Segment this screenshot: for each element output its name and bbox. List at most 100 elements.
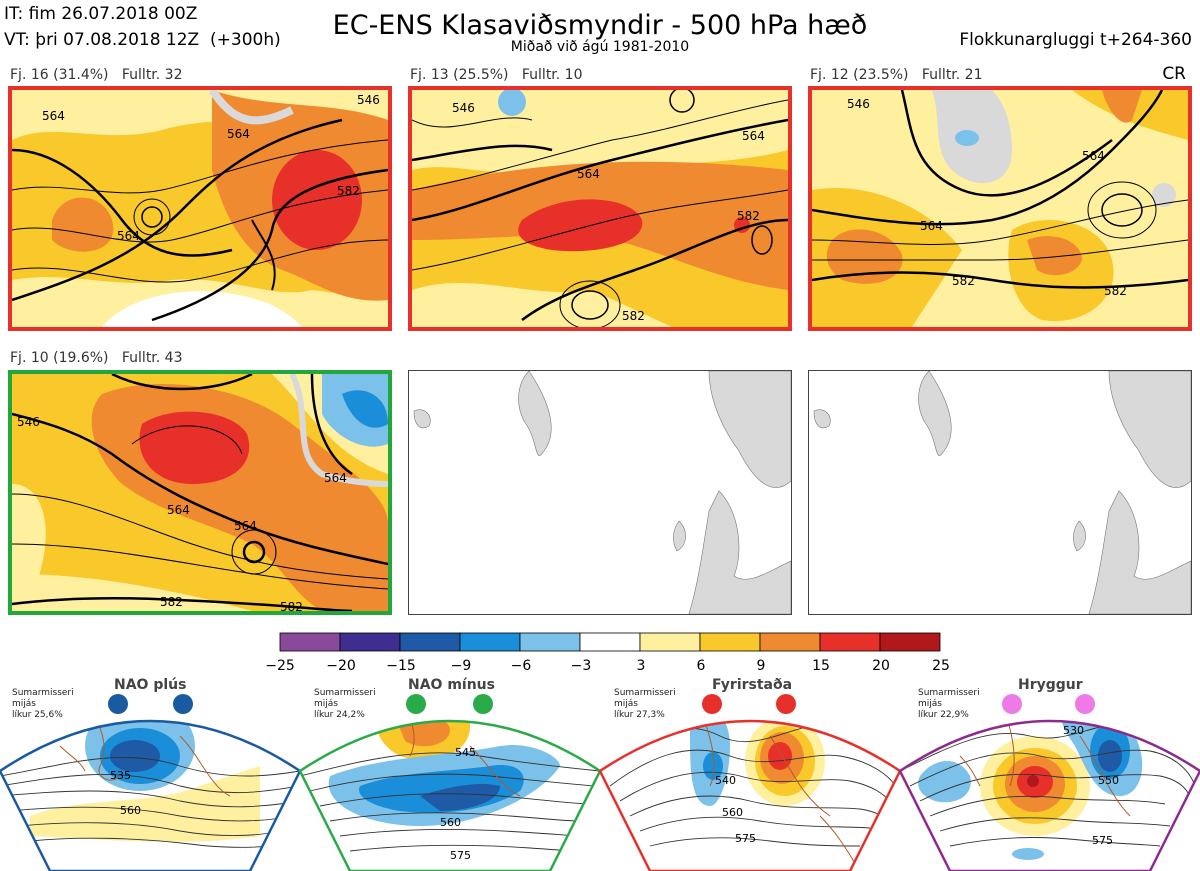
p3-contour-label-5: 582 [1104, 284, 1127, 298]
colorbar-swatch [699, 632, 761, 652]
regime-4-title: Hryggur [1018, 677, 1083, 693]
valid-time: VT: þri 07.08.2018 12Z (+300h) [4, 32, 281, 49]
regime-2-info: Sumarmisseri mijás líkur 24,2% [314, 688, 376, 721]
p2-contour-label-2: 564 [577, 167, 600, 181]
init-time: IT: fim 26.07.2018 00Z [4, 4, 198, 24]
colorbar-swatch [339, 632, 401, 652]
cbar-tick-1: −25 [265, 658, 295, 674]
panel-4-label: Fj. 10 (19.6%) Fulltr. 43 [10, 351, 183, 365]
p2-contour-label-5: 564 [742, 129, 765, 143]
cbar-tick-2: −20 [326, 658, 356, 674]
lead-time: (+300h) [210, 30, 281, 50]
cbar-tick-6: −3 [571, 658, 592, 674]
regime-4-dot-left [1002, 694, 1022, 714]
p3-contour-label-4: 582 [952, 274, 975, 288]
regime-4-dot-right [1075, 694, 1095, 714]
p4-contour-label-5: 582 [160, 595, 183, 609]
chart-subtitle: Miðað við ágú 1981-2010 [510, 39, 690, 55]
p3-contour-label-3: 564 [1082, 149, 1105, 163]
cbar-tick-5: −6 [511, 658, 532, 674]
p1-contour-label-1: 564 [42, 109, 65, 123]
regime-fan-3: 540 560 575 [600, 721, 900, 871]
regime-4-label-3: 575 [1092, 834, 1113, 847]
p4-contour-label-3: 564 [234, 519, 257, 533]
cluster-map-1-svg: 564 564 564 582 546 [12, 90, 388, 327]
empty-map-2 [808, 370, 1192, 615]
empty-map-2-svg [809, 371, 1191, 614]
regime-2-period: mijás [314, 699, 338, 709]
p4-contour-label-4: 564 [324, 471, 347, 485]
cbar-tick-8: 6 [697, 658, 706, 674]
cluster-map-2: 546 564 582 582 564 [408, 86, 792, 331]
regime-4-label-2: 550 [1098, 774, 1119, 787]
colorbar-swatch [579, 632, 641, 652]
regime-4-label-1: 530 [1063, 724, 1084, 737]
regime-2-season: Sumarmisseri [314, 688, 376, 698]
empty-map-1 [408, 370, 792, 615]
p3-contour-label-1: 546 [847, 97, 870, 111]
regime-1-prob: líkur 25,6% [12, 710, 63, 720]
p1-contour-label-5: 546 [357, 93, 380, 107]
cluster-map-2-svg: 546 564 582 582 564 [412, 90, 788, 327]
colorbar-swatch [279, 632, 341, 652]
regime-2-dot-left [406, 694, 426, 714]
cbar-tick-3: −15 [386, 658, 416, 674]
panel-3-cluster: Fj. 12 (23.5%) [810, 67, 909, 83]
p4-contour-label-1: 546 [17, 415, 40, 429]
cluster-map-3-svg: 546 564 564 582 582 [812, 90, 1188, 327]
cluster-map-4: 546 564 564 564 582 582 [8, 370, 392, 615]
regime-2-label-3: 575 [450, 849, 471, 862]
panel-4-cluster: Fj. 10 (19.6%) [10, 350, 109, 366]
regime-3-label-3: 575 [735, 832, 756, 845]
p1-contour-label-3: 564 [227, 127, 250, 141]
regime-4-info: Sumarmisseri mijás líkur 22,9% [918, 688, 980, 721]
regime-3-season: Sumarmisseri [614, 688, 676, 698]
regime-3-dot-left [702, 694, 722, 714]
panel-3-label: Fj. 12 (23.5%) Fulltr. 21 [810, 68, 983, 82]
cr-label: CR [1162, 64, 1186, 84]
panel-2-members: Fulltr. 10 [521, 67, 583, 83]
panel-2-label: Fj. 13 (25.5%) Fulltr. 10 [410, 68, 583, 82]
p4-contour-label-6: 582 [280, 600, 303, 611]
regime-3-prob: líkur 27,3% [614, 710, 665, 720]
colorbar-swatch [819, 632, 881, 652]
regime-3-dot-right [776, 694, 796, 714]
p1-contour-label-2: 564 [117, 229, 140, 243]
p3-contour-label-2: 564 [920, 219, 943, 233]
regime-2-title: NAO mínus [408, 677, 495, 693]
p2-contour-label-4: 582 [622, 309, 645, 323]
cbar-tick-4: −9 [451, 658, 472, 674]
chart-title: EC-ENS Klasaviðsmyndir - 500 hPa hæð [332, 10, 868, 41]
regime-1-dot-right [173, 694, 193, 714]
regime-1-season: Sumarmisseri [12, 688, 74, 698]
regime-fan-4: 530 550 575 [900, 721, 1200, 871]
panel-4-members: Fulltr. 43 [121, 350, 183, 366]
regime-1-dot-left [108, 694, 128, 714]
regime-3-label-2: 560 [722, 806, 743, 819]
cbar-tick-12: 25 [932, 658, 950, 674]
regime-4-prob: líkur 22,9% [918, 710, 969, 720]
colorbar-swatch [399, 632, 461, 652]
regime-2-label-1: 545 [455, 746, 476, 759]
cluster-map-1: 564 564 564 582 546 [8, 86, 392, 331]
p2-contour-label-1: 546 [452, 101, 475, 115]
cluster-map-4-svg: 546 564 564 564 582 582 [12, 374, 388, 611]
colorbar-swatch [879, 632, 941, 652]
cluster-map-3: 546 564 564 582 582 [808, 86, 1192, 331]
regime-4-season: Sumarmisseri [918, 688, 980, 698]
regime-3-period: mijás [614, 699, 638, 709]
regime-2-label-2: 560 [440, 816, 461, 829]
colorbar-swatch [519, 632, 581, 652]
colorbar-swatch [639, 632, 701, 652]
p4-contour-label-2: 564 [167, 503, 190, 517]
panel-3-members: Fulltr. 21 [921, 67, 983, 83]
panel-1-label: Fj. 16 (31.4%) Fulltr. 32 [10, 68, 183, 82]
regime-1-info: Sumarmisseri mijás líkur 25,6% [12, 688, 74, 721]
regime-3-info: Sumarmisseri mijás líkur 27,3% [614, 688, 676, 721]
regime-2-prob: líkur 24,2% [314, 710, 365, 720]
cbar-tick-10: 15 [812, 658, 830, 674]
regime-3-label-1: 540 [715, 774, 736, 787]
valid-time-text: VT: þri 07.08.2018 12Z [4, 30, 200, 50]
regime-1-title: NAO plús [114, 677, 187, 693]
panel-1-cluster: Fj. 16 (31.4%) [10, 67, 109, 83]
